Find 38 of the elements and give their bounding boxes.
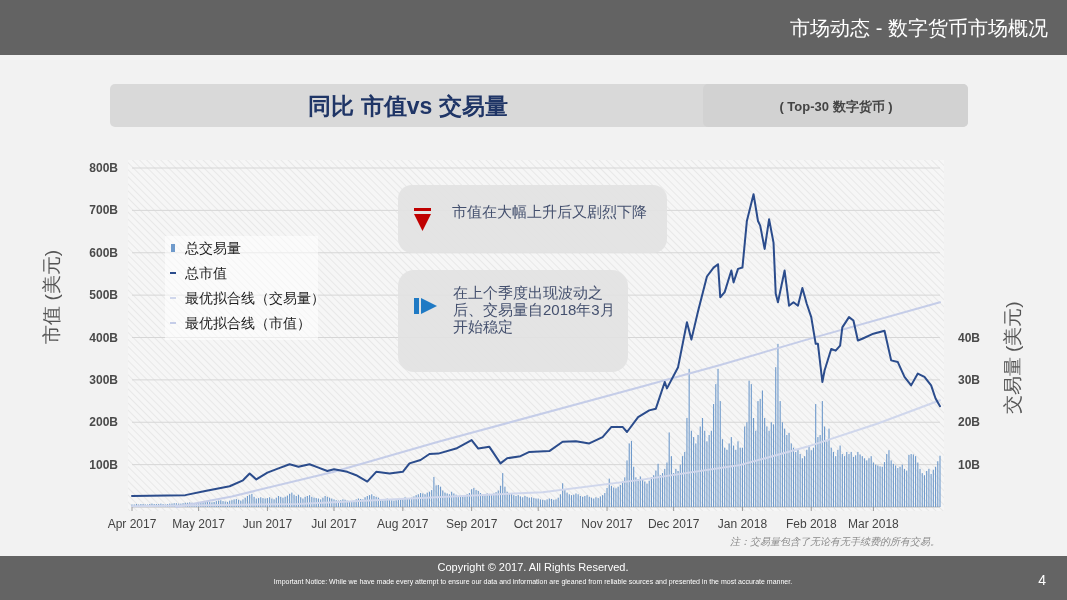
y2-tick-label: 20B bbox=[958, 415, 981, 430]
x-tick-label: Oct 2017 bbox=[513, 517, 563, 531]
x-tick-label: Jun 2017 bbox=[242, 517, 293, 531]
text: 市场动态 - 数字货币市场概况 bbox=[790, 17, 1048, 39]
y-tick-label: 500B bbox=[89, 288, 119, 303]
x-tick-label: Nov 2017 bbox=[581, 517, 634, 531]
legend-label: 最优拟合线（市值） bbox=[185, 315, 311, 331]
annotation: 市值在大幅上升后又剧烈下降 bbox=[452, 203, 647, 220]
text: 4 bbox=[1038, 572, 1047, 588]
y-tick-label: 200B bbox=[89, 415, 119, 430]
y-tick-label: 800B bbox=[89, 161, 119, 175]
text: Copyright © 2017. All Rights Reserved. bbox=[437, 561, 629, 573]
x-tick-label: Sep 2017 bbox=[445, 517, 498, 531]
legend-label: 总交易量 bbox=[184, 240, 241, 256]
y2-tick-label: 10B bbox=[958, 457, 981, 472]
x-tick-label: Jan 2018 bbox=[717, 517, 768, 531]
x-tick-label: Mar 2018 bbox=[848, 517, 900, 531]
y-tick-label: 400B bbox=[89, 330, 119, 345]
x-tick-label: May 2017 bbox=[172, 517, 226, 531]
x-tick-label: Feb 2018 bbox=[785, 517, 837, 531]
text: 注：交易量包含了无论有无手续费的所有交易。 bbox=[730, 536, 940, 547]
legend-label: 总市值 bbox=[184, 265, 227, 281]
y-tick-label: 100B bbox=[89, 457, 119, 472]
legend-label: 最优拟合线（交易量） bbox=[185, 290, 325, 306]
y2-tick-label: 40B bbox=[958, 330, 981, 345]
x-tick-label: Apr 2017 bbox=[107, 517, 157, 531]
y2-axis-title: 交易量 (美元) bbox=[1002, 301, 1023, 415]
y-axis-title: 市值 (美元) bbox=[41, 249, 62, 344]
x-tick-label: Jul 2017 bbox=[311, 517, 358, 531]
y2-tick-label: 30B bbox=[958, 372, 981, 387]
y-tick-label: 600B bbox=[89, 245, 119, 260]
x-tick-label: Aug 2017 bbox=[377, 517, 429, 531]
y-tick-label: 700B bbox=[89, 203, 119, 218]
chart-subtitle: ( Top-30 数字货币 ) bbox=[779, 99, 893, 114]
y-tick-label: 300B bbox=[89, 372, 119, 387]
x-tick-label: Dec 2017 bbox=[647, 517, 700, 531]
annotation: 在上个季度出现波动之后、交易量自2018年3月开始稳定 bbox=[453, 284, 615, 335]
chart-title: 同比 市值vs 交易量 bbox=[308, 93, 508, 119]
